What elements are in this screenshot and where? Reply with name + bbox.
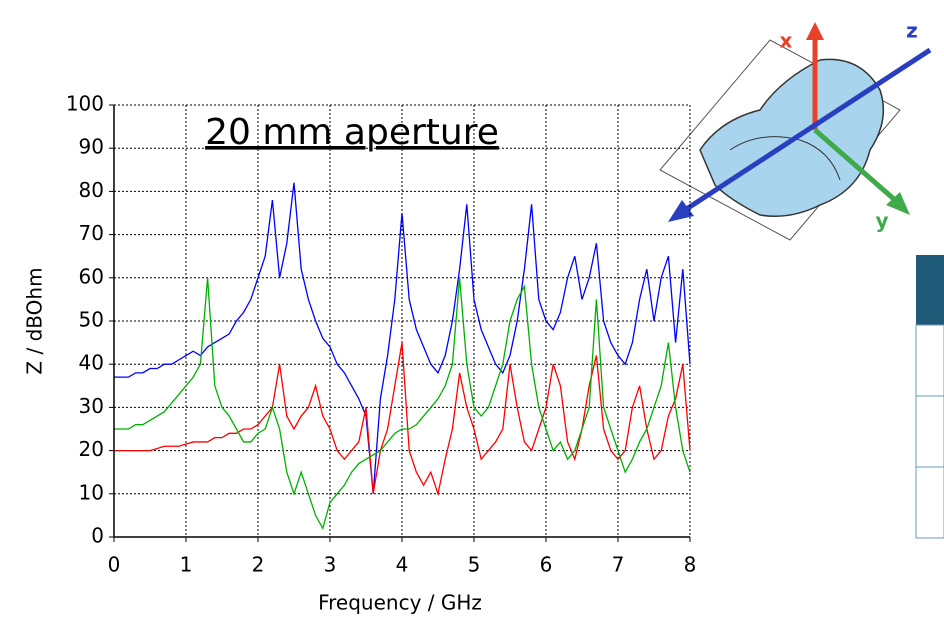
annotation: 20 mm aperture	[205, 112, 499, 153]
x-tick-label: 3	[324, 553, 337, 577]
table-fragment	[915, 255, 944, 539]
x-tick-label: 5	[468, 553, 481, 577]
y-tick-label: 60	[79, 264, 104, 288]
x-tick-label: 6	[540, 553, 553, 577]
series-line	[114, 342, 691, 497]
chart: 0 10 20 30 40 50 60 70 80 90 100 0 1 2 3 4 5 6 7 8	[66, 92, 697, 577]
x-tick-label: 8	[684, 553, 697, 577]
cavity-illustration: x y z	[659, 19, 932, 241]
axis-letter: y	[875, 209, 888, 233]
series-line	[114, 182, 691, 494]
y-arrow	[813, 128, 897, 202]
y-tick-label: 70	[79, 221, 104, 245]
x-tick-label: 1	[180, 553, 193, 577]
y-axis-title: Z / dBOhm	[23, 267, 47, 374]
plane	[659, 39, 901, 241]
y-tick-label: 30	[79, 394, 104, 418]
table-body	[915, 324, 944, 539]
y-tick-label: 100	[66, 92, 104, 116]
y-tick-label: 0	[91, 524, 104, 548]
z-arrow	[683, 47, 932, 213]
y-tick-label: 40	[79, 351, 104, 375]
axis-letter: x	[780, 29, 793, 53]
y-tick-label: 10	[79, 480, 104, 504]
cavity-edge	[729, 136, 841, 181]
y-tick-label: 90	[79, 135, 104, 159]
x-tick-label: 4	[396, 553, 409, 577]
series-line	[114, 277, 691, 531]
y-tick-label: 80	[79, 178, 104, 202]
table-header	[916, 255, 944, 325]
y-arrowhead	[886, 192, 910, 215]
y-tick-label: 50	[79, 308, 104, 332]
x-tick-label: 7	[612, 553, 625, 577]
x-tick-label: 0	[108, 553, 121, 577]
x-axis-title: Frequency / GHz	[318, 591, 482, 615]
axis-letter: z	[906, 19, 918, 43]
y-tick-label: 20	[79, 437, 104, 461]
z-arrowhead	[668, 200, 694, 222]
x-arrowhead	[806, 22, 824, 40]
x-tick-label: 2	[252, 553, 265, 577]
